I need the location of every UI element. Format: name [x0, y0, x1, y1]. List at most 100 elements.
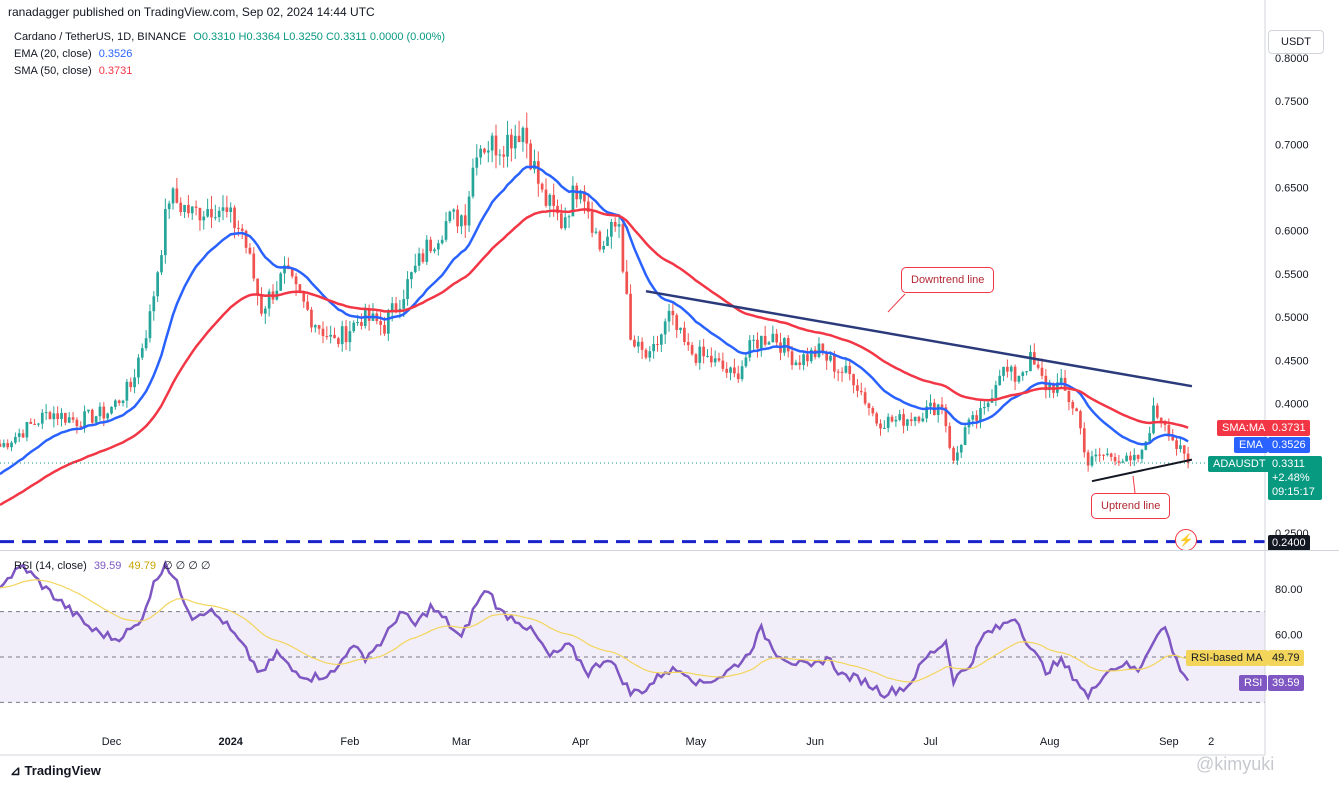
- rsi-legend[interactable]: RSI (14, close) 39.59 49.79 ∅ ∅ ∅ ∅: [14, 559, 211, 572]
- candle-body: [617, 224, 621, 227]
- rsi-ma-tag-name: RSI-based MA: [1186, 650, 1268, 666]
- candle-body: [306, 301, 309, 310]
- candle-body: [367, 307, 371, 321]
- price-tick-label: 0.7500: [1275, 96, 1309, 108]
- candle-body: [21, 433, 25, 438]
- candle-body: [448, 211, 452, 222]
- last-price-value: 0.3311: [1272, 458, 1305, 470]
- candle-body: [340, 326, 344, 345]
- sma-legend[interactable]: SMA (50, close) 0.3731: [14, 65, 132, 77]
- bar-countdown: 09:15:17: [1272, 486, 1315, 498]
- candle-body: [675, 315, 679, 330]
- candle-body: [563, 217, 567, 229]
- candle-body: [1167, 424, 1171, 437]
- time-tick-label: Mar: [452, 736, 471, 748]
- candle-body: [733, 367, 736, 374]
- candle-body: [37, 423, 40, 425]
- candle-body: [398, 308, 402, 311]
- candle-body: [552, 194, 556, 206]
- candle-body: [14, 436, 17, 443]
- candle-body: [33, 423, 36, 425]
- candle-body: [936, 404, 940, 415]
- candle-body: [560, 213, 563, 229]
- time-tick-label: Dec: [102, 736, 122, 748]
- candle-body: [706, 355, 709, 357]
- candle-body: [829, 355, 832, 361]
- candle-body: [1121, 461, 1125, 463]
- candle-body: [683, 327, 686, 342]
- ema-legend-label: EMA (20, close): [14, 48, 92, 60]
- sma-legend-label: SMA (50, close): [14, 65, 92, 77]
- candle-body: [344, 326, 348, 343]
- candle-body: [544, 189, 548, 206]
- price-tick-label: 0.7000: [1275, 139, 1309, 151]
- currency-button[interactable]: USDT: [1268, 30, 1324, 54]
- candle-body: [502, 154, 506, 157]
- candle-body: [1144, 441, 1148, 450]
- downtrend-callout[interactable]: Downtrend line: [901, 267, 995, 293]
- candle-body: [702, 346, 705, 357]
- candle-body: [98, 406, 102, 417]
- price-pane: [0, 112, 1265, 544]
- symbol-legend[interactable]: Cardano / TetherUS, 1D, BINANCE O0.3310 …: [14, 31, 445, 43]
- candle-body: [521, 127, 525, 143]
- candle-body: [1125, 455, 1128, 462]
- candle-body: [2, 443, 6, 447]
- candle-body: [836, 371, 840, 373]
- candle-body: [71, 417, 75, 420]
- candle-body: [913, 416, 917, 422]
- candle-body: [1117, 461, 1121, 463]
- candle-body: [152, 296, 156, 312]
- candle-body: [1013, 366, 1017, 382]
- uptrend-pointer: [1132, 475, 1136, 494]
- candle-body: [883, 427, 886, 429]
- time-tick-label: Apr: [572, 736, 589, 748]
- candle-body: [756, 339, 759, 349]
- candle-body: [571, 185, 575, 217]
- candle-body: [717, 358, 721, 361]
- candle-body: [875, 413, 879, 424]
- candle-body: [1159, 417, 1163, 423]
- candle-body: [198, 207, 202, 221]
- candle-body: [671, 310, 675, 316]
- candle-body: [667, 310, 671, 322]
- candle-body: [929, 402, 932, 407]
- sma-price-tag: 0.3731: [1268, 420, 1310, 436]
- candle-body: [940, 404, 944, 408]
- time-tick-label: Jul: [923, 736, 937, 748]
- candle-body: [736, 373, 740, 380]
- candle-body: [221, 207, 225, 211]
- candle-body: [602, 245, 606, 250]
- rsi-line: [0, 559, 1190, 701]
- alert-icon[interactable]: ⚡: [1175, 529, 1197, 551]
- candle-body: [610, 221, 613, 237]
- candle-body: [1175, 440, 1178, 449]
- candle-body: [210, 209, 213, 218]
- uptrend-callout[interactable]: Uptrend line: [1091, 493, 1171, 519]
- candle-body: [1082, 428, 1086, 453]
- candle-body: [406, 279, 409, 300]
- ema-legend[interactable]: EMA (20, close) 0.3526: [14, 48, 132, 60]
- candle-body: [986, 402, 990, 407]
- tradingview-logo[interactable]: ⊿ TradingView: [10, 763, 101, 779]
- candle-body: [337, 338, 340, 345]
- rsi-ma-line: [0, 579, 1189, 683]
- candle-body: [498, 154, 502, 156]
- candle-body: [244, 230, 248, 248]
- candle-body: [148, 311, 152, 339]
- candle-body: [102, 406, 106, 419]
- candle-body: [333, 334, 336, 339]
- candle-body: [213, 217, 217, 219]
- candle-body: [110, 406, 113, 414]
- candle-body: [321, 328, 325, 337]
- candle-body: [994, 385, 998, 398]
- candle-body: [494, 135, 498, 156]
- candle-body: [444, 221, 448, 240]
- downtrend-pointer: [887, 293, 906, 313]
- candle-body: [187, 204, 190, 214]
- candle-body: [513, 135, 517, 149]
- candle-body: [483, 148, 486, 153]
- watermark: @kimyuki: [1196, 754, 1275, 774]
- pane-separator[interactable]: [0, 550, 1339, 551]
